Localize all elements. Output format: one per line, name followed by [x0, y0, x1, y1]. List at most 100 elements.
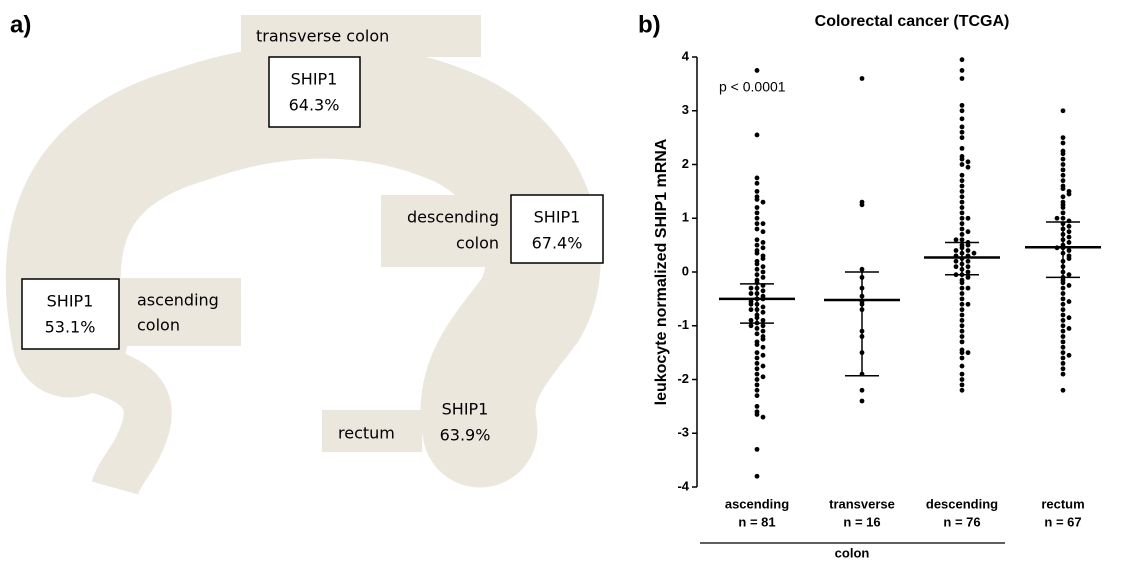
dot	[959, 334, 965, 339]
dot	[1060, 162, 1066, 167]
dot	[754, 68, 760, 73]
dot	[1060, 156, 1066, 162]
dot	[965, 248, 971, 253]
dot	[760, 245, 766, 251]
dot	[1066, 234, 1072, 240]
dot	[959, 102, 965, 108]
dot	[959, 199, 965, 205]
dot	[754, 226, 760, 232]
dot	[754, 366, 760, 372]
dot	[754, 197, 760, 202]
dot	[754, 215, 760, 221]
group-label: colon	[835, 545, 870, 560]
percent: 64.3%	[289, 96, 340, 115]
dot	[959, 312, 965, 318]
dot	[959, 215, 965, 221]
percent: 63.9%	[440, 426, 491, 445]
dot	[754, 326, 760, 331]
dot	[959, 277, 965, 283]
dot	[1066, 240, 1072, 245]
dot	[1060, 312, 1066, 318]
dot	[1060, 151, 1066, 157]
dot	[1060, 317, 1066, 323]
dot	[1060, 178, 1066, 184]
dot	[754, 371, 760, 377]
dot	[1066, 229, 1072, 235]
dot	[1060, 140, 1066, 146]
dot	[959, 339, 965, 345]
dot	[1066, 299, 1072, 304]
dot	[760, 229, 766, 235]
annotation: p < 0.0001	[719, 79, 786, 95]
region-label-bg	[241, 15, 481, 57]
dot	[760, 344, 766, 350]
region-name: transverse colon	[256, 27, 389, 46]
dot	[754, 261, 760, 267]
region-name: colon	[137, 316, 180, 335]
dot	[754, 360, 760, 366]
dot	[1060, 339, 1066, 345]
dot	[1060, 344, 1066, 350]
dot	[748, 301, 754, 307]
dot	[1066, 315, 1072, 321]
x-tick-label: rectum	[1041, 496, 1084, 511]
dot	[965, 229, 971, 235]
dot	[754, 237, 760, 243]
x-count-label: n = 76	[943, 514, 980, 529]
dot	[959, 135, 965, 141]
dot	[959, 57, 965, 63]
dot	[754, 342, 760, 347]
dot	[859, 76, 865, 81]
dot	[959, 76, 965, 81]
dot	[965, 264, 971, 270]
region-name: ascending	[137, 291, 219, 310]
dot	[754, 403, 760, 409]
dot	[1060, 360, 1066, 366]
marker: SHIP1	[534, 208, 581, 227]
dot	[959, 301, 965, 307]
dot	[1060, 215, 1066, 221]
dot	[1060, 301, 1066, 307]
chart-title: Colorectal cancer (TCGA)	[815, 13, 1010, 30]
dot	[760, 323, 766, 329]
region-name: colon	[456, 234, 499, 253]
dot	[959, 323, 965, 329]
dot	[760, 288, 766, 294]
dot	[959, 285, 965, 291]
dot	[959, 350, 965, 356]
region-label-bg	[381, 195, 511, 267]
dot	[959, 226, 965, 232]
dot	[859, 387, 865, 393]
y-tick-label: 4	[682, 48, 690, 63]
dot	[959, 162, 965, 167]
dot	[754, 331, 760, 337]
dot	[760, 328, 766, 334]
dot	[1060, 186, 1066, 192]
ship1-box	[21, 278, 120, 350]
dot	[959, 371, 965, 377]
dot	[1060, 328, 1066, 334]
dot	[754, 210, 760, 216]
dot	[1060, 307, 1066, 313]
dot	[959, 307, 965, 313]
dot	[965, 242, 971, 248]
marker: SHIP1	[291, 70, 338, 89]
dot	[754, 387, 760, 393]
dot	[1060, 366, 1066, 372]
dot	[754, 132, 760, 138]
dot	[859, 266, 865, 272]
dot	[1060, 296, 1066, 302]
dot	[859, 398, 865, 404]
marker: SHIP1	[47, 292, 94, 311]
dot	[754, 377, 760, 382]
dot	[760, 414, 766, 420]
region-label-bg	[322, 410, 422, 452]
dot	[1066, 248, 1072, 253]
dot	[754, 272, 760, 278]
ship1-box	[268, 56, 361, 128]
panel-label: a)	[10, 11, 31, 38]
dot	[959, 116, 965, 122]
dot	[953, 237, 959, 243]
dot	[1066, 283, 1072, 288]
